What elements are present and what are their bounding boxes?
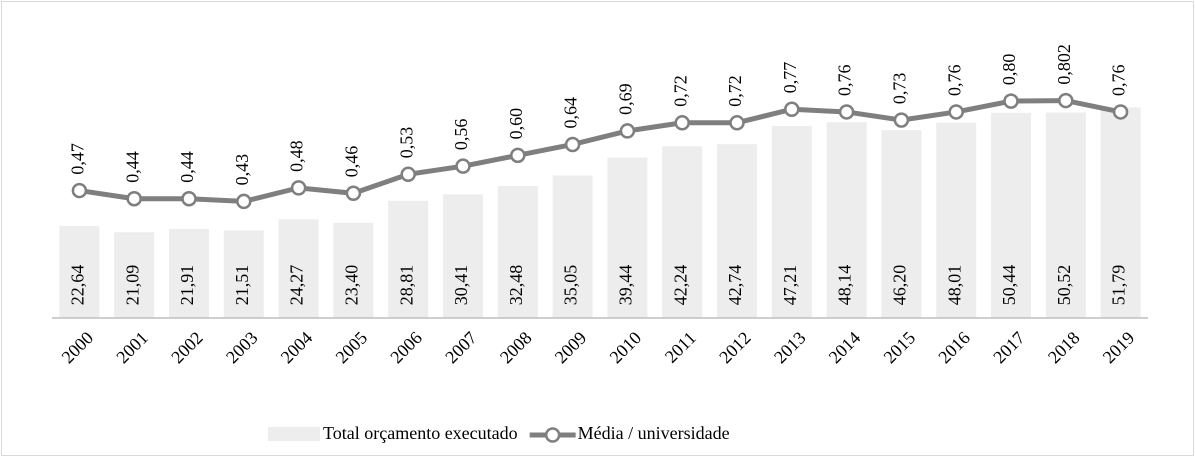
bar-value-label: 50,52 bbox=[1054, 265, 1074, 306]
line-marker bbox=[236, 193, 252, 210]
bar-value-label: 48,01 bbox=[944, 265, 964, 306]
bar bbox=[443, 194, 483, 318]
bar-value-label: 46,20 bbox=[890, 265, 910, 306]
bar-value-label: 21,09 bbox=[122, 265, 142, 306]
line-marker bbox=[126, 190, 142, 207]
bar-value-label: 21,91 bbox=[177, 265, 197, 306]
bar bbox=[771, 126, 812, 318]
bar-value-label: 35,05 bbox=[561, 265, 581, 306]
line-value-label: 0,53 bbox=[396, 127, 416, 159]
bar-value-label: 51,79 bbox=[1109, 265, 1129, 306]
bar-value-label: 50,44 bbox=[999, 265, 1019, 306]
line-marker bbox=[71, 182, 88, 199]
bar-value-label: 22,64 bbox=[68, 265, 88, 306]
line-value-label: 0,76 bbox=[944, 64, 964, 96]
bar-value-label: 47,21 bbox=[780, 265, 800, 306]
line-value-label: 0,76 bbox=[1109, 64, 1129, 96]
line-value-label: 0,48 bbox=[287, 140, 307, 172]
line-value-label: 0,69 bbox=[616, 83, 636, 115]
bar-value-label: 39,44 bbox=[616, 265, 636, 306]
legend-marker bbox=[544, 427, 561, 443]
line-marker bbox=[619, 123, 636, 139]
bar-value-label: 21,51 bbox=[232, 265, 252, 306]
legend-label: Total orçamento executado bbox=[323, 423, 518, 443]
line-marker bbox=[181, 190, 197, 207]
bar bbox=[1045, 112, 1086, 318]
bar-value-label: 42,24 bbox=[670, 265, 690, 306]
bar bbox=[662, 146, 703, 318]
bar-value-label: 48,14 bbox=[835, 265, 855, 306]
bar-value-label: 24,27 bbox=[287, 265, 307, 306]
legend-label: Média / universidade bbox=[578, 423, 730, 443]
line-marker bbox=[838, 104, 855, 120]
line-marker bbox=[564, 136, 581, 153]
line-value-label: 0,47 bbox=[68, 143, 88, 175]
line-marker bbox=[948, 104, 964, 120]
line-value-label: 0,56 bbox=[451, 119, 471, 151]
bar-value-label: 30,41 bbox=[451, 265, 471, 306]
line-value-label: 0,44 bbox=[177, 151, 197, 183]
bar-value-label: 42,74 bbox=[725, 265, 745, 306]
line-marker bbox=[345, 185, 362, 202]
bar bbox=[826, 122, 867, 318]
bar-value-label: 28,81 bbox=[396, 265, 416, 306]
bar bbox=[717, 144, 757, 318]
bar-value-label: 23,40 bbox=[342, 265, 362, 306]
line-marker bbox=[1112, 104, 1129, 120]
line-marker bbox=[784, 101, 800, 117]
bar bbox=[278, 219, 319, 318]
line-marker bbox=[729, 115, 745, 131]
line-value-label: 0,80 bbox=[999, 54, 1019, 86]
line-marker bbox=[510, 147, 526, 164]
line-marker bbox=[455, 158, 471, 174]
bar bbox=[497, 185, 538, 318]
line-marker bbox=[674, 115, 690, 131]
bar bbox=[388, 200, 429, 318]
line-value-label: 0,60 bbox=[506, 108, 526, 140]
bar bbox=[936, 122, 977, 318]
line-marker bbox=[1058, 92, 1074, 109]
legend-swatch bbox=[268, 427, 320, 441]
bar bbox=[1100, 107, 1141, 319]
line-marker bbox=[290, 180, 307, 196]
line-marker bbox=[1003, 93, 1019, 109]
bar bbox=[333, 222, 374, 318]
line-value-label: 0,64 bbox=[561, 97, 581, 129]
line-value-label: 0,73 bbox=[890, 73, 910, 105]
line-value-label: 0,72 bbox=[725, 75, 745, 107]
line-value-label: 0,46 bbox=[342, 146, 362, 178]
line-value-label: 0,72 bbox=[670, 75, 690, 107]
line-marker bbox=[400, 166, 416, 183]
bar bbox=[169, 228, 209, 318]
bar bbox=[114, 232, 155, 318]
line-value-label: 0,76 bbox=[835, 64, 855, 96]
bar bbox=[59, 225, 100, 318]
bar-value-label: 32,48 bbox=[506, 265, 526, 306]
line-value-label: 0,802 bbox=[1054, 44, 1074, 85]
bar bbox=[991, 112, 1031, 318]
line bbox=[79, 98, 1122, 204]
line-value-label: 0,43 bbox=[232, 154, 252, 186]
bar bbox=[881, 130, 922, 318]
bar bbox=[223, 230, 264, 318]
line-value-label: 0,77 bbox=[780, 62, 800, 94]
line-value-label: 0,44 bbox=[122, 151, 142, 183]
line-marker bbox=[893, 112, 910, 128]
bar bbox=[607, 157, 648, 318]
bar bbox=[552, 175, 593, 318]
